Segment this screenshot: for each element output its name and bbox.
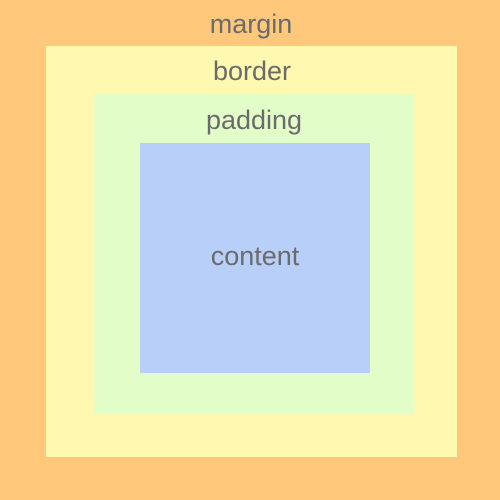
content-area	[140, 143, 370, 373]
padding-label: padding	[205, 105, 303, 135]
margin-label: margin	[209, 9, 293, 39]
border-label: border	[212, 56, 292, 86]
content-label: content	[210, 241, 300, 271]
